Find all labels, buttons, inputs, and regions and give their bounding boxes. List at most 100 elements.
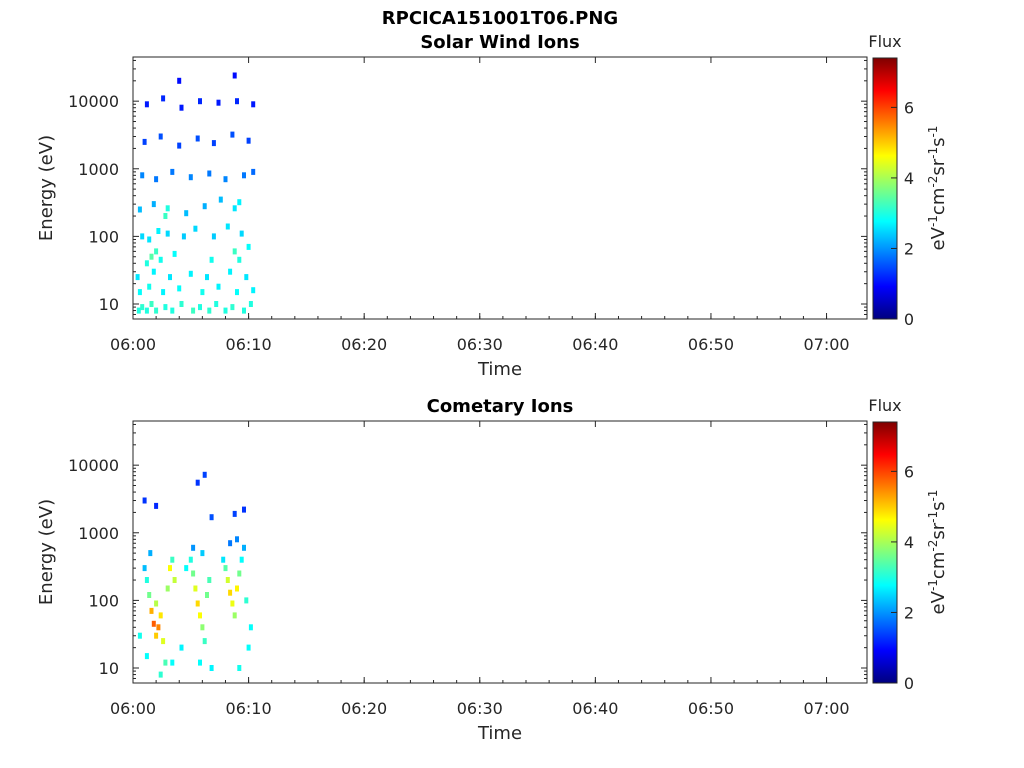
heatmap-cell (242, 172, 246, 179)
heatmap-cell (218, 196, 223, 203)
heatmap-cell (144, 307, 149, 314)
heatmap-cell (230, 131, 235, 138)
heatmap-cell (170, 556, 175, 563)
heatmap-cell (140, 304, 145, 311)
heatmap-cell (237, 256, 242, 263)
heatmap-cell (242, 307, 246, 314)
x-tick-label: 06:10 (226, 335, 272, 354)
heatmap-cell (191, 570, 196, 577)
heatmap-cell (230, 600, 235, 607)
colorbar-tick-label: 4 (904, 169, 914, 188)
heatmap-cell (149, 301, 154, 307)
x-tick-label: 06:40 (572, 699, 618, 718)
heatmap-cell (200, 550, 205, 557)
heatmap-cell (181, 233, 186, 240)
heatmap-cell (242, 506, 246, 513)
heatmap-cell (232, 510, 237, 517)
heatmap-cell (136, 307, 141, 314)
heatmap-cell (149, 253, 154, 260)
colorbar-gradient (872, 57, 898, 320)
y-tick-label: 1000 (78, 160, 119, 179)
heatmap-cell (211, 233, 216, 240)
heatmap-cell (158, 256, 163, 263)
x-tick-label: 06:20 (341, 335, 387, 354)
heatmap-cell (140, 172, 145, 179)
plot-frame (132, 56, 868, 320)
y-ticks: 10 100 1000 10000 (68, 423, 867, 684)
heatmap-cell (198, 612, 202, 619)
heatmap-cell (137, 289, 142, 296)
heatmap-cell (137, 632, 142, 639)
heatmap-cell (225, 223, 230, 230)
heatmap-cell (140, 233, 145, 240)
heatmap-cell (135, 274, 140, 281)
heatmap-cell (158, 133, 163, 140)
heatmap-cell (211, 140, 216, 147)
y-tick-label: 100 (88, 591, 119, 610)
heatmap-cell (154, 307, 159, 314)
heatmap-cell (172, 250, 177, 257)
heatmap-cell (237, 665, 242, 671)
heatmap-cell (144, 653, 149, 660)
heatmap-cell (195, 135, 200, 142)
heatmap-cell (209, 665, 214, 671)
heatmap-cell (195, 600, 200, 607)
colorbar-tick-label: 0 (904, 674, 914, 693)
heatmap-cell (235, 585, 239, 592)
heatmap-cell (193, 585, 198, 592)
heatmap-cell (170, 307, 175, 314)
heatmap-cell (209, 256, 214, 263)
x-tick-label: 06:00 (110, 699, 156, 718)
x-tick-label: 06:50 (688, 335, 734, 354)
heatmap-cell (151, 201, 156, 208)
heatmap-cell (191, 544, 196, 551)
heatmap-cell (251, 101, 256, 108)
heatmap-cell (151, 620, 156, 627)
colorbar: Flux 0 2 4 6 eV-1cm-2sr-1s-1 (868, 32, 949, 329)
heatmap-cell (235, 98, 239, 105)
heatmap-cell (191, 307, 196, 314)
heatmap-cell (165, 205, 170, 212)
heatmap-cell (165, 230, 170, 237)
heatmap-cell (163, 213, 168, 219)
heatmap-cell (154, 600, 159, 607)
heatmap-cell (154, 502, 159, 509)
heatmap-cell (163, 304, 168, 311)
heatmap-cell (161, 95, 166, 102)
y-axis-label: Energy (eV) (36, 499, 57, 605)
heatmap-cell (193, 225, 198, 232)
heatmap-cell (246, 137, 251, 144)
heatmap-cell (235, 289, 239, 296)
x-ticks: 06:00 06:10 06:20 06:30 06:40 06:50 07:00 (110, 57, 850, 354)
heatmap-cell (198, 659, 202, 666)
heatmap-cell (205, 592, 209, 598)
heatmap-cell (161, 289, 166, 296)
heatmap-cell (251, 168, 256, 175)
figure-title: RPCICA151001T06.PNG (382, 8, 618, 29)
heatmap-cell (168, 274, 172, 281)
heatmap-cell (198, 98, 202, 105)
y-tick-label: 10 (99, 295, 119, 314)
heatmap-cell (207, 170, 212, 177)
colorbar: Flux 0 2 4 6 eV-1cm-2sr-1s-1 (868, 396, 949, 693)
x-axis-label: Time (477, 723, 522, 744)
heatmap-cell (214, 301, 219, 307)
heatmap-cell (168, 565, 172, 572)
colorbar-gradient (872, 421, 898, 684)
y-tick-label: 10 (99, 659, 119, 678)
heatmap-cell (232, 205, 237, 212)
x-tick-label: 06:10 (226, 699, 272, 718)
heatmap-cell (156, 624, 161, 631)
heatmap-cell (248, 301, 253, 307)
heatmap-cell (221, 556, 226, 563)
heatmap-cell (216, 99, 221, 106)
heatmap-cell (198, 304, 202, 311)
heatmap-cell (154, 632, 159, 639)
heatmap-cell (209, 514, 214, 521)
heatmap-cell (158, 612, 163, 619)
heatmap-cell (200, 289, 205, 296)
heatmap-cell (148, 550, 153, 557)
x-ticks: 06:00 06:10 06:20 06:30 06:40 06:50 07:00 (110, 421, 850, 718)
colorbar-tick-label: 0 (904, 310, 914, 329)
heatmap-cell (147, 283, 152, 290)
